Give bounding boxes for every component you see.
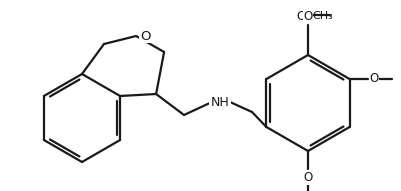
- Text: NH: NH: [210, 96, 229, 108]
- Text: O: O: [369, 73, 378, 86]
- Text: O: O: [303, 171, 312, 184]
- Text: O: O: [296, 10, 305, 23]
- Text: O: O: [303, 10, 312, 23]
- Text: CH₃: CH₃: [311, 11, 332, 21]
- Text: O: O: [140, 29, 150, 43]
